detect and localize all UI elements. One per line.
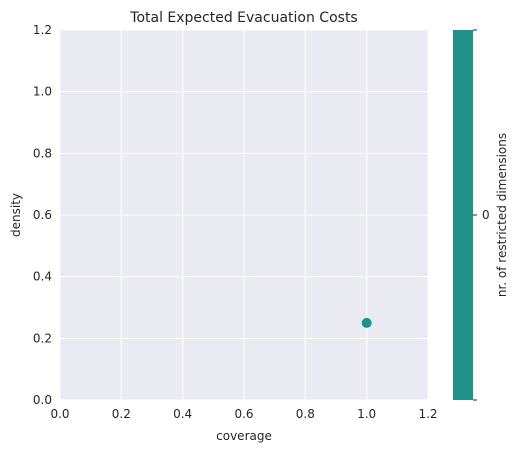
colorbar-label: nr. of restricted dimensions (495, 133, 509, 297)
colorbar-tick-label: 0 (482, 208, 490, 222)
data-points (361, 317, 372, 328)
x-tick-label: 0.2 (112, 407, 131, 421)
y-tick-label: 1.0 (33, 85, 52, 99)
colorbar (453, 30, 473, 400)
y-tick-label: 0.0 (33, 393, 52, 407)
chart-title: Total Expected Evacuation Costs (129, 10, 357, 26)
y-tick-label: 0.8 (33, 146, 52, 160)
x-tick-label: 0.6 (234, 407, 253, 421)
data-point (361, 317, 372, 328)
x-tick-label: 1.0 (357, 407, 376, 421)
y-tick-label: 0.4 (33, 270, 52, 284)
x-axis-label: coverage (216, 429, 272, 443)
x-tick-label: 1.2 (418, 407, 437, 421)
y-axis-label: density (9, 193, 23, 237)
grid-lines (59, 29, 429, 401)
y-tick-label: 0.2 (33, 331, 52, 345)
y-axis-ticks: 0.0 0.2 0.4 0.6 0.8 1.0 1.2 (33, 23, 52, 407)
x-tick-label: 0.4 (173, 407, 192, 421)
x-tick-label: 0.0 (50, 407, 69, 421)
y-tick-label: 1.2 (33, 23, 52, 37)
x-axis-ticks: 0.0 0.2 0.4 0.6 0.8 1.0 1.2 (50, 407, 437, 421)
y-tick-label: 0.6 (33, 208, 52, 222)
x-tick-label: 0.8 (296, 407, 315, 421)
